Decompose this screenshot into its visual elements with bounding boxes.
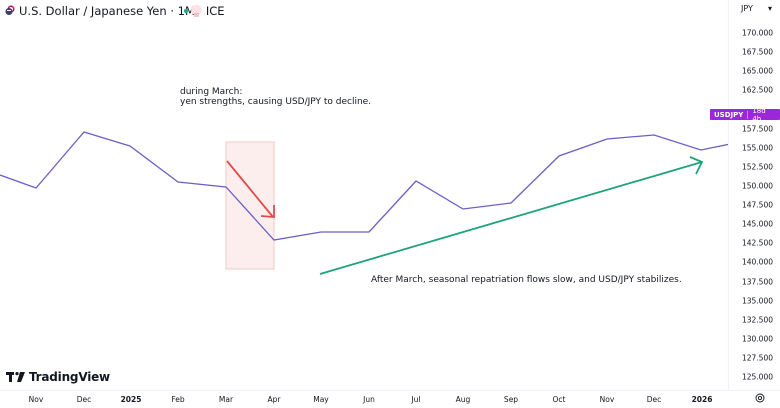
y-tick: 135.000 xyxy=(741,296,773,306)
y-tick: 127.500 xyxy=(741,353,773,363)
time-axis[interactable]: Nov Dec 2025 Feb Mar Apr May Jun Jul Aug… xyxy=(0,390,780,408)
y-tick: 137.500 xyxy=(741,277,773,287)
y-tick: 152.500 xyxy=(741,162,773,172)
post-march-annotation: After March, seasonal repatriation flows… xyxy=(371,275,682,285)
y-tick: 167.500 xyxy=(741,47,773,57)
x-tick: Mar xyxy=(218,395,234,404)
y-tick: 155.000 xyxy=(741,143,773,153)
y-tick: 170.000 xyxy=(741,28,773,38)
x-tick: Apr xyxy=(267,395,281,404)
y-tick: 162.500 xyxy=(741,85,773,95)
symbol-title[interactable]: U.S. Dollar / Japanese Yen · 1M · ICE xyxy=(19,4,225,18)
red-decline-arrow xyxy=(226,160,275,218)
y-tick: 140.000 xyxy=(741,257,773,267)
bar-countdown: 18d 4h xyxy=(752,106,766,123)
x-tick: Dec xyxy=(646,395,662,404)
tradingview-logo[interactable]: TradingView xyxy=(6,370,110,384)
data-flag-icon[interactable] xyxy=(191,5,202,17)
settings-icon[interactable] xyxy=(755,393,765,403)
x-tick: Feb xyxy=(171,395,185,404)
price-chart[interactable] xyxy=(0,0,728,390)
march-annotation: during March: yen strengths, causing USD… xyxy=(180,87,371,107)
x-tick: Dec xyxy=(76,395,92,404)
green-uptrend-arrow xyxy=(319,156,704,275)
y-tick: 125.000 xyxy=(741,372,773,382)
march-annotation-line1: during March: xyxy=(180,87,243,97)
y-tick: 165.000 xyxy=(741,66,773,76)
x-tick: Nov xyxy=(599,395,615,404)
y-tick: 132.500 xyxy=(741,315,773,325)
last-price-label: USDJPY 18d 4h xyxy=(710,106,780,123)
march-annotation-line2: yen strengths, causing USD/JPY to declin… xyxy=(180,97,372,107)
march-highlight-box xyxy=(225,141,275,270)
chart-header: U.S. Dollar / Japanese Yen · 1M · ICE JP… xyxy=(0,0,780,22)
x-tick: May xyxy=(313,395,329,404)
y-tick: 130.000 xyxy=(741,334,773,344)
currency-selector[interactable]: JPY xyxy=(741,4,753,13)
currency-pair-icon xyxy=(5,5,15,15)
x-tick: 2026 xyxy=(691,395,713,404)
tradingview-logo-icon xyxy=(6,372,25,382)
y-tick: 142.500 xyxy=(741,238,773,248)
y-tick: 150.000 xyxy=(741,181,773,191)
x-tick: Sep xyxy=(503,395,519,404)
x-tick: 2025 xyxy=(120,395,142,404)
x-tick: Oct xyxy=(552,395,566,404)
price-axis[interactable]: 170.000 167.500 165.000 162.500 157.500 … xyxy=(728,0,780,390)
chevron-down-icon[interactable]: ▾ xyxy=(768,4,773,13)
x-tick: Jul xyxy=(411,395,421,404)
market-status-icon xyxy=(183,8,189,14)
x-tick: Jun xyxy=(363,395,375,404)
y-tick: 157.500 xyxy=(741,124,773,134)
tradingview-logo-text: TradingView xyxy=(29,370,110,384)
y-tick: 145.000 xyxy=(741,219,773,229)
last-price-symbol: USDJPY xyxy=(710,110,749,119)
x-tick: Aug xyxy=(455,395,471,404)
price-line xyxy=(0,131,728,241)
x-tick: Nov xyxy=(28,395,44,404)
y-tick: 147.500 xyxy=(741,200,773,210)
